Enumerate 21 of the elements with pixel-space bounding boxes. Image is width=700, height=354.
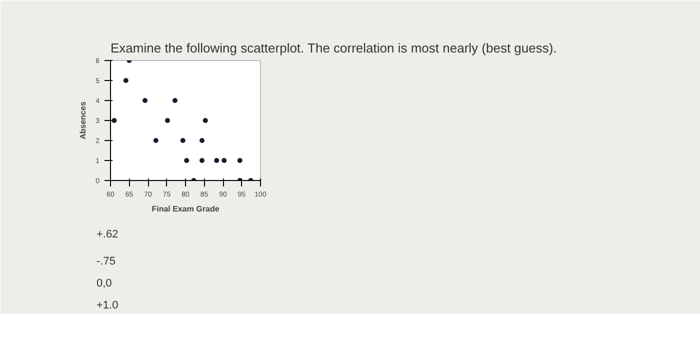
point xyxy=(112,118,117,123)
point xyxy=(153,138,158,143)
point xyxy=(184,158,190,163)
point xyxy=(142,98,148,103)
point xyxy=(200,158,204,163)
point xyxy=(200,138,204,143)
point xyxy=(202,118,208,123)
point xyxy=(123,78,128,83)
y-axis-title: Absences xyxy=(78,101,88,140)
point xyxy=(180,138,186,143)
point xyxy=(237,158,242,163)
text: -.75 xyxy=(96,256,116,268)
text: +.62 xyxy=(96,228,118,240)
text: Examine the following scatterplot. The correlation is most nearly (best guess). xyxy=(110,40,557,56)
point xyxy=(222,158,227,163)
point xyxy=(214,158,220,163)
x-axis-title: Final Exam Grade xyxy=(152,204,220,214)
text: +1.0 xyxy=(96,300,118,312)
text: 0,0 xyxy=(96,278,112,290)
point xyxy=(165,118,170,123)
point xyxy=(172,98,178,103)
